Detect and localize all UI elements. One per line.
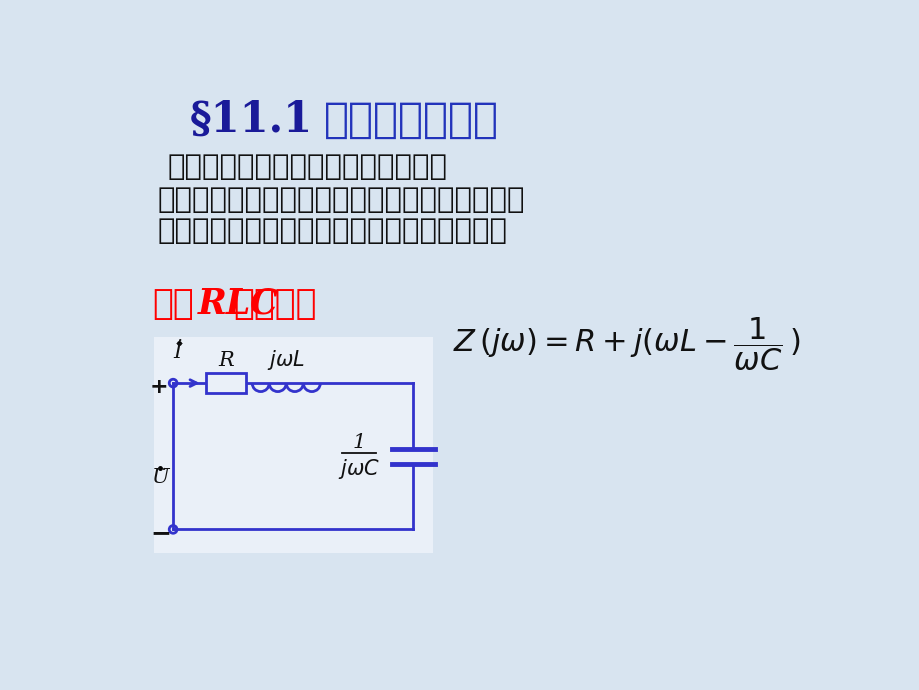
Text: RLC: RLC	[198, 287, 278, 321]
Text: 串联电路: 串联电路	[233, 287, 316, 321]
Text: U̇: U̇	[151, 468, 168, 486]
Text: +: +	[150, 377, 168, 397]
Text: 一、: 一、	[152, 287, 194, 321]
Text: $j\omega L$: $j\omega L$	[267, 348, 305, 372]
Bar	[153, 337, 432, 553]
Text: 一方面谐振现象得到广泛的应用，另一方面在某: 一方面谐振现象得到广泛的应用，另一方面在某	[157, 186, 525, 214]
Text: $j\omega C$: $j\omega C$	[337, 457, 380, 480]
Text: R: R	[218, 351, 233, 370]
Text: 些情况下电路中发生谐振会破坏正常工作。: 些情况下电路中发生谐振会破坏正常工作。	[157, 217, 507, 245]
Text: 谐振现象的研究有重要的实际意义：: 谐振现象的研究有重要的实际意义：	[167, 153, 448, 181]
Text: −: −	[150, 521, 171, 545]
Bar	[206, 373, 245, 393]
Text: 1: 1	[352, 433, 366, 452]
Text: İ: İ	[173, 343, 181, 362]
Text: 串联电路的谐振: 串联电路的谐振	[323, 99, 499, 141]
Text: §11.1: §11.1	[189, 99, 312, 141]
Text: $Z\,(j\omega) = R + j(\omega L - \dfrac{1}{\omega C}\,)$: $Z\,(j\omega) = R + j(\omega L - \dfrac{…	[452, 316, 800, 373]
